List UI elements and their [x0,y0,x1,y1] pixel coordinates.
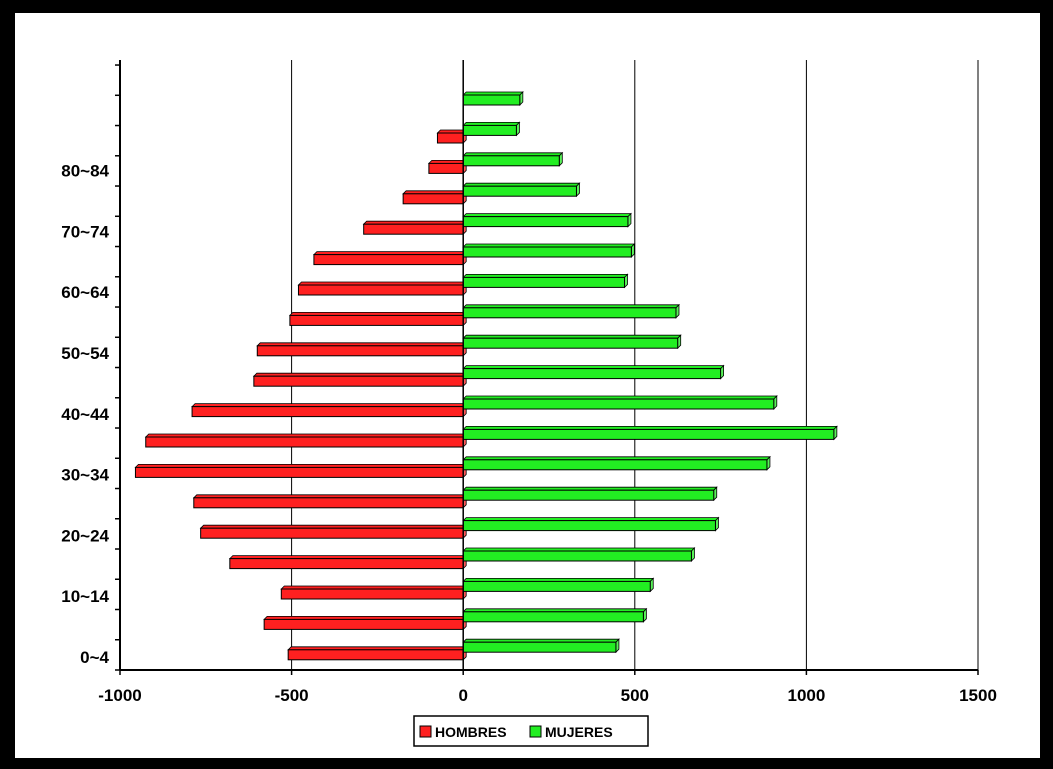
x-tick-label: -1000 [98,686,141,705]
y-tick-label: 40~44 [61,405,109,424]
bar-mujeres [462,641,617,653]
axes [115,60,979,675]
bar-mujeres [462,276,626,288]
legend-swatch-mujeres [529,725,542,738]
bar-mujeres [462,307,677,319]
y-tick-label: 20~24 [61,526,109,545]
bar-hombres [287,649,464,661]
x-tick-label: 1500 [959,686,997,705]
bar-hombres [191,406,464,418]
y-tick-label: 10~14 [61,587,109,606]
bar-mujeres [462,550,692,562]
bar-mujeres [462,368,722,380]
bar-hombres [436,132,464,144]
legend-swatch-hombres [419,725,432,738]
bar-hombres [193,497,464,509]
bar-mujeres [462,489,715,501]
x-tick-labels: -1000 -500 0 500 1000 1500 [98,686,997,705]
bar-hombres [256,345,464,357]
bar-hombres [134,466,464,478]
bar-mujeres [462,459,768,471]
bar-hombres [200,527,464,539]
y-tick-label: 30~34 [61,466,109,485]
y-tick-label: 70~74 [61,222,109,241]
bar-hombres [363,223,464,235]
x-tick-label: 0 [458,686,467,705]
y-tick-labels: 0~4 10~14 20~24 30~34 40~44 50~54 60~64 70~74 80… [61,162,109,667]
bar-mujeres [462,398,775,410]
bar-mujeres [462,216,629,228]
bar-mujeres [462,580,651,592]
bar-mujeres [462,124,517,136]
legend: HOMBRES MUJERES [413,715,649,747]
bar-hombres [402,193,464,205]
y-tick-label: 80~84 [61,162,109,181]
y-tick-label: 0~4 [80,648,109,667]
legend-label-mujeres: MUJERES [545,724,613,740]
bar-hombres [313,254,464,266]
bar-mujeres [462,611,644,623]
bar-hombres [145,436,464,448]
bar-hombres [280,588,464,600]
bar-hombres [297,284,464,296]
bar-mujeres [462,428,835,440]
bar-mujeres [462,94,521,106]
bar-mujeres [462,520,716,532]
bar-hombres [253,375,464,387]
bars [134,91,838,661]
bar-mujeres [462,185,577,197]
bar-hombres [263,618,464,630]
bar-mujeres [462,337,679,349]
x-tick-label: -500 [275,686,309,705]
x-tick-label: 1000 [787,686,825,705]
y-tick-label: 50~54 [61,344,109,363]
bar-hombres [229,558,464,570]
y-tick-label: 60~64 [61,283,109,302]
bar-hombres [289,314,464,326]
bar-mujeres [462,246,632,258]
bar-hombres [428,162,464,174]
x-tick-label: 500 [621,686,649,705]
chart-frame [14,12,1041,759]
legend-label-hombres: HOMBRES [435,724,507,740]
bar-mujeres [462,155,560,167]
